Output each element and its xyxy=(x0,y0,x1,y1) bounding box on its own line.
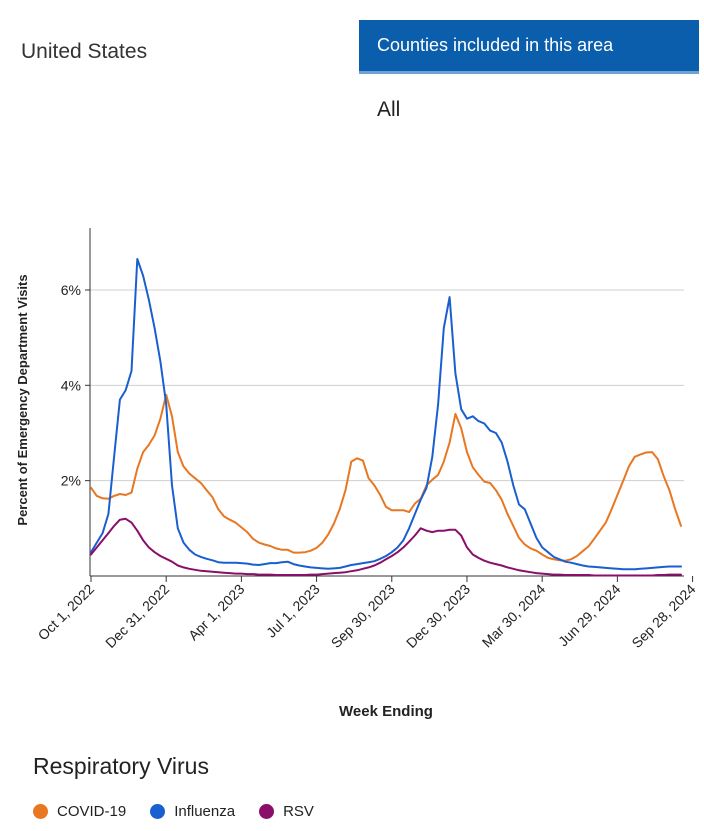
y-tick-label: 4% xyxy=(61,377,81,393)
x-axis-ticks: Oct 1, 2022 Dec 31, 2022 Apr 1, 2023 Jul 1,… xyxy=(35,576,699,651)
legend-title: Respiratory Virus xyxy=(33,753,209,779)
x-tick-label: Apr 1, 2023 xyxy=(185,581,248,644)
x-tick-label: Jun 29, 2024 xyxy=(555,581,624,650)
x-tick-label: Dec 31, 2022 xyxy=(102,581,172,651)
x-tick-label: Dec 30, 2023 xyxy=(403,581,473,651)
grid-lines xyxy=(90,289,684,482)
influenza-swatch-icon xyxy=(150,804,166,819)
counties-value: All xyxy=(377,98,401,121)
rsv-swatch-icon xyxy=(259,804,275,819)
emergency-visits-line-chart: 2% 4% 6% Oct 1, 2022 Dec 31, 2022 Apr 1, 202… xyxy=(15,228,699,720)
series-lines xyxy=(90,258,682,577)
series-line-influenza xyxy=(90,258,682,571)
x-axis-label: Week Ending xyxy=(339,703,433,720)
y-axis-label: Percent of Emergency Department Visits xyxy=(15,274,30,525)
counties-included-button[interactable]: Counties included in this area xyxy=(359,20,699,74)
legend-label-rsv: RSV xyxy=(283,803,314,820)
legend-label-influenza: Influenza xyxy=(174,803,236,820)
series-line-covid-19 xyxy=(90,393,682,562)
x-tick-label: Oct 1, 2022 xyxy=(35,581,98,644)
legend-item-influenza[interactable]: Influenza xyxy=(150,803,235,820)
area-title: United States xyxy=(21,40,148,63)
x-tick-label: Sep 30, 2023 xyxy=(328,581,398,651)
y-tick-label: 2% xyxy=(61,473,81,489)
x-tick-label: Mar 30, 2024 xyxy=(479,581,549,651)
covid-swatch-icon xyxy=(33,804,48,819)
legend: COVID-19 Influenza RSV xyxy=(33,803,338,820)
legend-item-rsv[interactable]: RSV xyxy=(259,803,314,820)
y-axis-ticks: 2% 4% 6% xyxy=(61,282,90,489)
series-line-rsv xyxy=(90,517,682,577)
y-tick-label: 6% xyxy=(61,282,81,298)
x-tick-label: Jul 1, 2023 xyxy=(263,581,323,641)
legend-label-covid: COVID-19 xyxy=(57,803,127,820)
legend-item-covid[interactable]: COVID-19 xyxy=(33,803,126,820)
x-tick-label: Sep 28, 2024 xyxy=(628,581,698,651)
